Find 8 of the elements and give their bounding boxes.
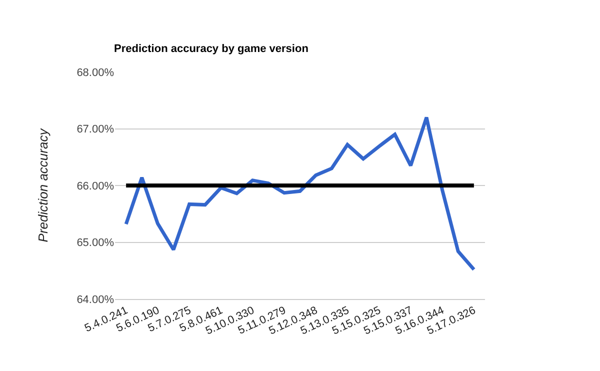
y-tick-label: 67.00% <box>76 124 114 136</box>
y-axis-title: Prediction accuracy <box>36 127 51 242</box>
y-tick-label: 65.00% <box>76 237 114 250</box>
y-tick-label: 68.00% <box>76 66 114 79</box>
chart-title: Prediction accuracy by game version <box>114 43 309 56</box>
y-tick-label: 66.00% <box>76 180 114 192</box>
y-tick-label: 64.00% <box>76 294 114 306</box>
line-series <box>124 116 476 272</box>
